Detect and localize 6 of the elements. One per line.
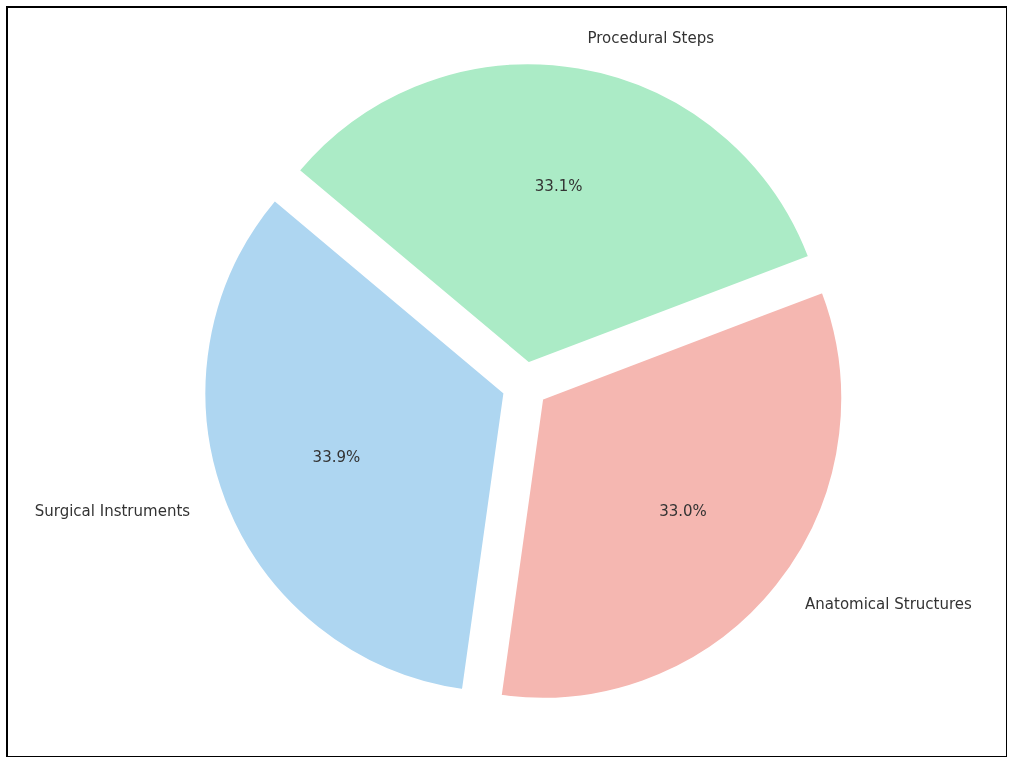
data-label: 33.9% xyxy=(312,448,361,467)
slice-label: Surgical Instruments xyxy=(34,502,191,521)
data-label: 33.0% xyxy=(659,501,707,520)
data-label: 33.1% xyxy=(534,176,583,195)
slice-label: Procedural Steps xyxy=(587,28,715,47)
slice-label: Anatomical Structures xyxy=(805,595,973,614)
